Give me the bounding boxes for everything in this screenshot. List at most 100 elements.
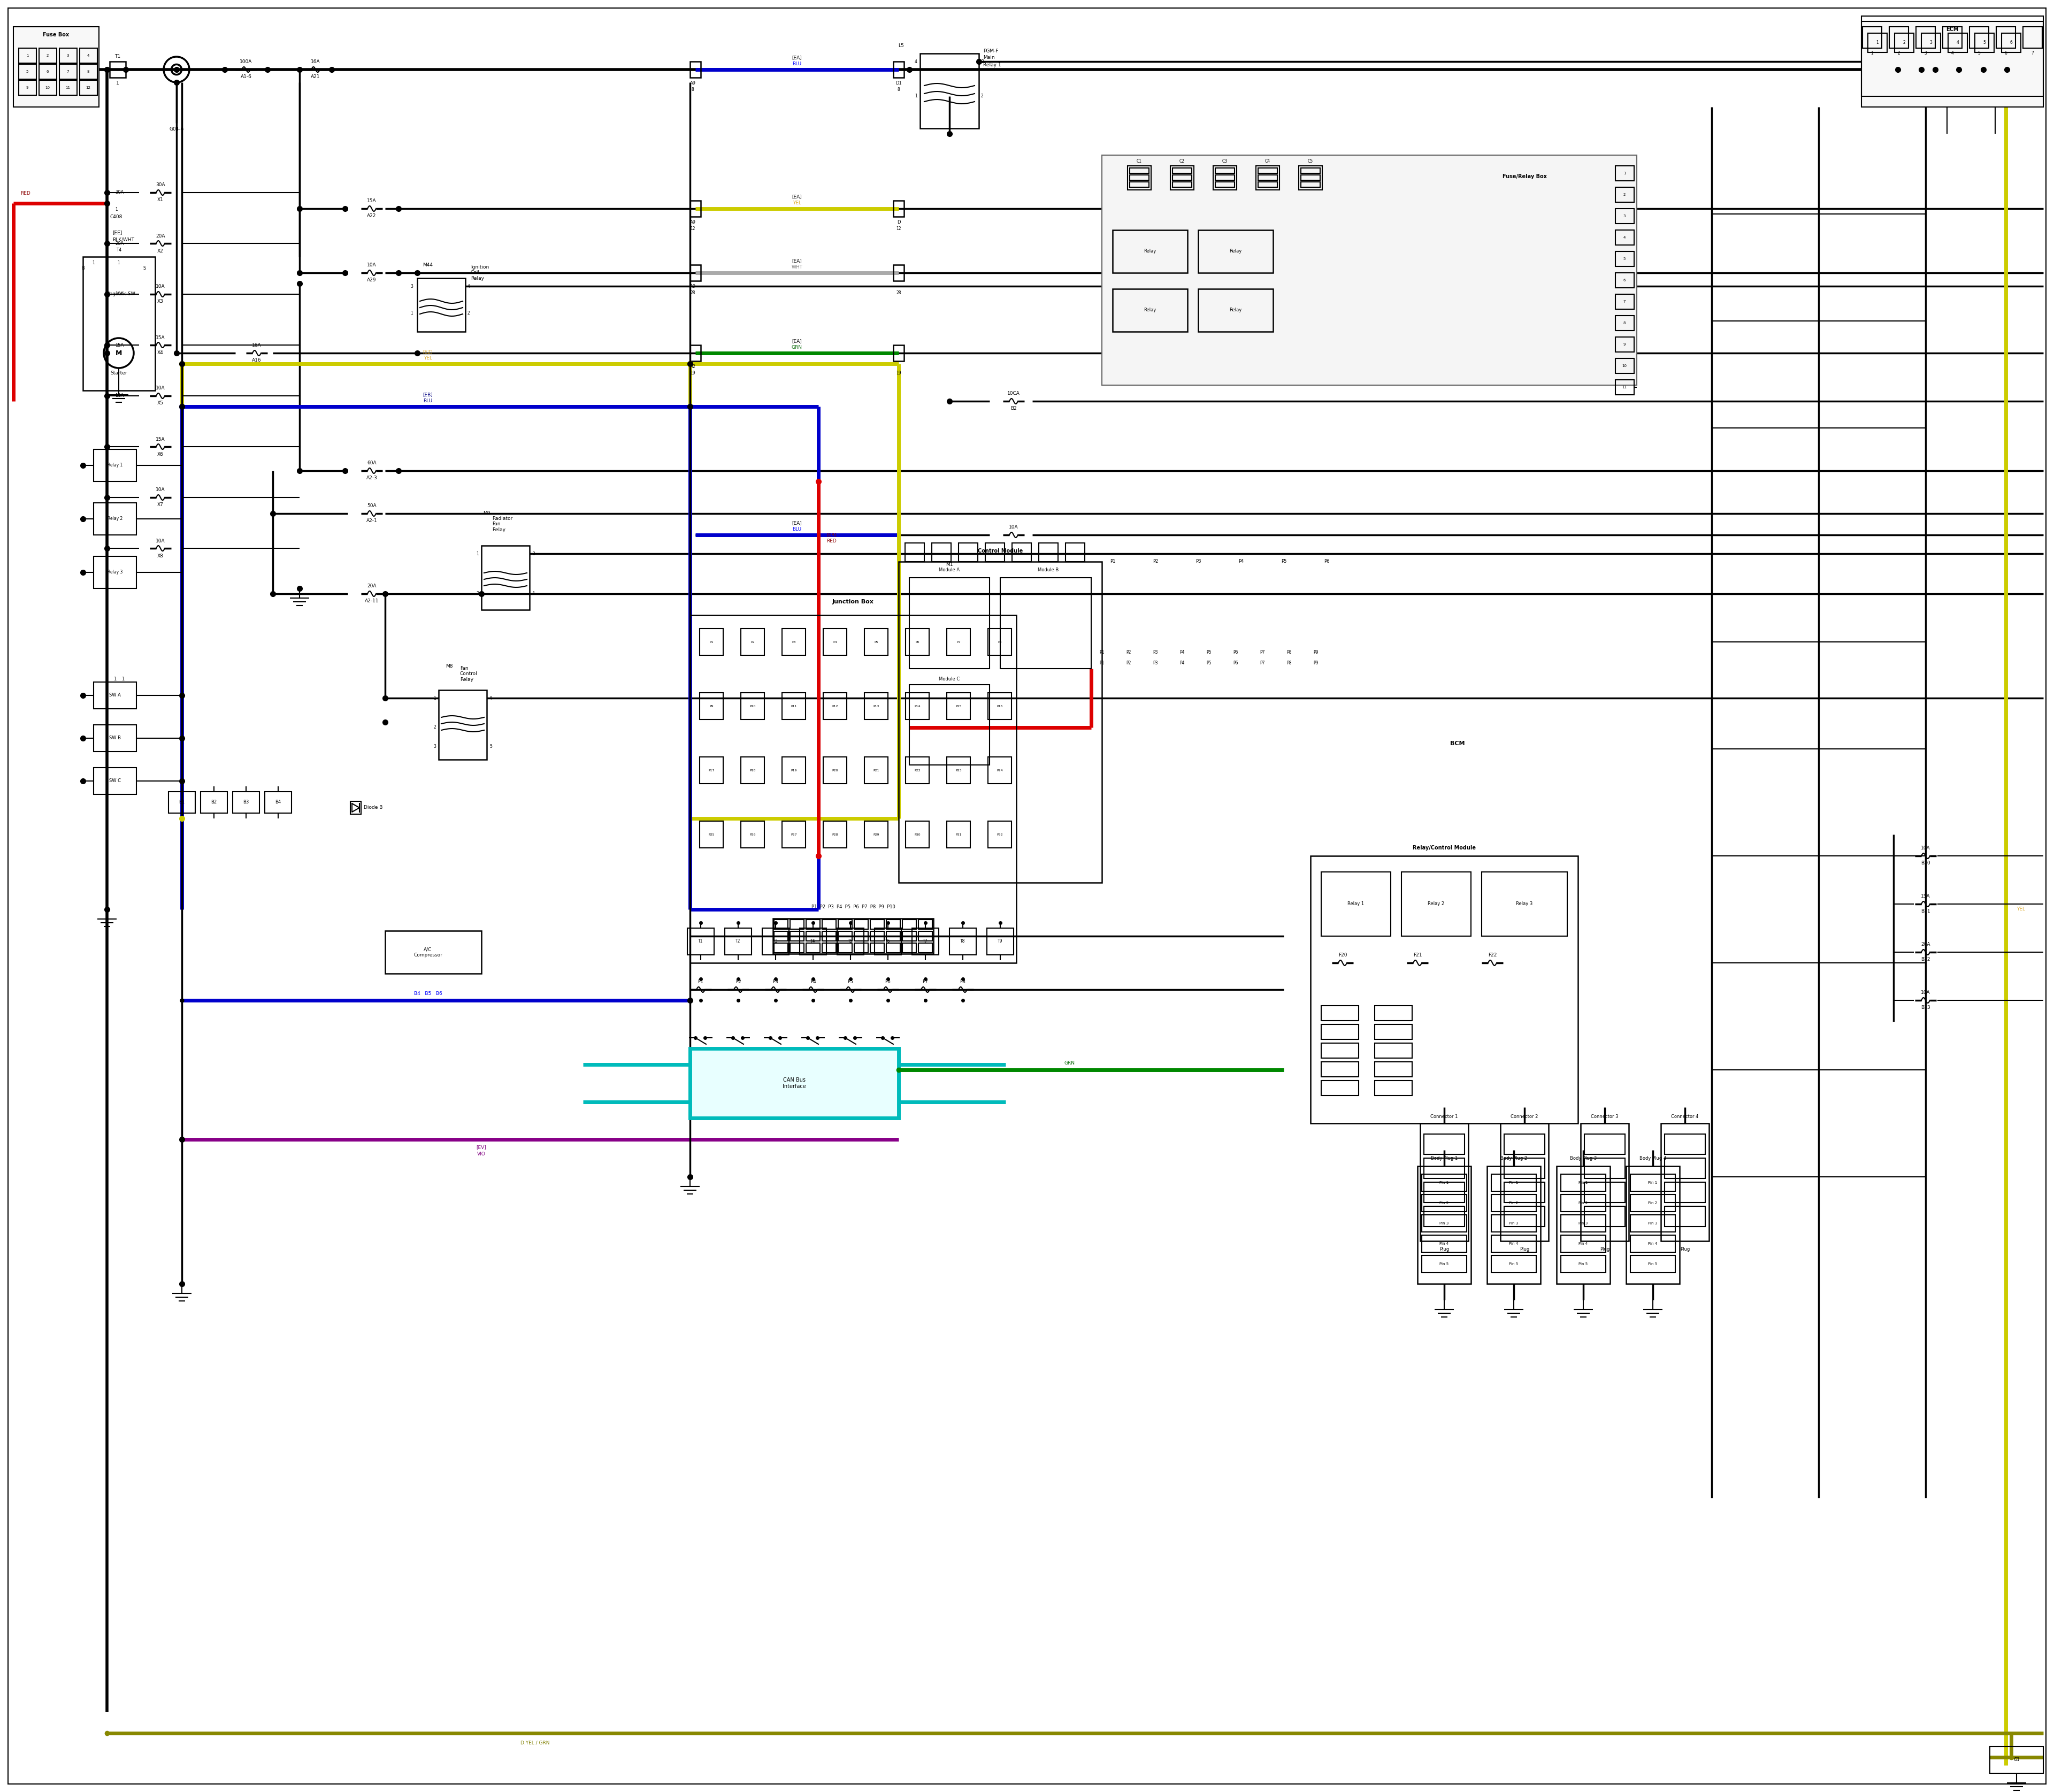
Bar xyxy=(1300,181,1321,186)
Text: Pin 5: Pin 5 xyxy=(1647,1262,1658,1265)
Text: Relay: Relay xyxy=(1144,249,1156,254)
Bar xyxy=(906,629,928,656)
Bar xyxy=(1173,176,1191,181)
Text: 11: 11 xyxy=(66,86,70,90)
Text: 28: 28 xyxy=(690,290,694,296)
Bar xyxy=(1417,1167,1471,1283)
Bar xyxy=(1066,543,1085,561)
Bar xyxy=(918,919,933,930)
Bar xyxy=(94,556,136,588)
Text: P3: P3 xyxy=(1152,661,1158,665)
Text: D: D xyxy=(898,220,900,226)
Bar xyxy=(933,543,951,561)
Text: 10A: 10A xyxy=(1920,846,1931,851)
Text: P24: P24 xyxy=(996,769,1002,772)
Text: (+): (+) xyxy=(25,79,33,84)
Bar xyxy=(1947,34,1968,52)
Text: Main: Main xyxy=(984,56,994,61)
Text: 6: 6 xyxy=(1623,280,1625,281)
Text: Pin 5: Pin 5 xyxy=(1580,1262,1588,1265)
Bar xyxy=(1130,168,1148,174)
Text: BLU: BLU xyxy=(423,400,433,403)
Text: A2-1: A2-1 xyxy=(366,518,378,523)
Text: P6: P6 xyxy=(1232,661,1239,665)
Text: T8: T8 xyxy=(961,939,965,944)
Text: Pin 1: Pin 1 xyxy=(1510,1181,1518,1185)
Text: Pin 4: Pin 4 xyxy=(1440,1242,1448,1245)
Bar xyxy=(1321,1063,1358,1077)
Text: A22: A22 xyxy=(368,213,376,219)
Bar xyxy=(1419,1124,1469,1242)
Text: P8: P8 xyxy=(1286,650,1292,656)
Text: P1  P2  P3  P4  P5  P6  P7  P8  P9  P10: P1 P2 P3 P4 P5 P6 P7 P8 P9 P10 xyxy=(811,905,896,909)
Bar xyxy=(690,61,700,77)
Text: 10: 10 xyxy=(45,86,49,90)
Bar xyxy=(887,932,900,941)
Text: SW A: SW A xyxy=(109,694,121,697)
Text: 3: 3 xyxy=(477,591,479,597)
Bar xyxy=(854,919,869,930)
Text: [E1]: [E1] xyxy=(78,56,88,61)
Text: B3: B3 xyxy=(242,799,249,805)
Bar xyxy=(906,756,928,783)
Bar xyxy=(741,821,764,848)
Bar xyxy=(893,346,904,360)
Bar xyxy=(1584,1134,1625,1154)
Text: F5: F5 xyxy=(848,980,852,984)
Bar xyxy=(1130,176,1148,181)
Text: P27: P27 xyxy=(791,833,797,835)
Bar xyxy=(986,543,1004,561)
Text: Fan
Control
Relay: Fan Control Relay xyxy=(460,667,477,683)
Bar xyxy=(854,932,869,941)
Bar xyxy=(1996,27,2015,48)
Bar xyxy=(1321,1043,1358,1057)
Bar xyxy=(1662,1124,1709,1242)
Bar xyxy=(902,943,916,953)
Text: 10A: 10A xyxy=(1920,991,1931,995)
Text: 5: 5 xyxy=(1978,52,1980,56)
Text: 1: 1 xyxy=(29,86,31,91)
Text: 3: 3 xyxy=(433,744,435,749)
Text: 5: 5 xyxy=(27,70,29,73)
Text: 16A: 16A xyxy=(310,59,320,65)
Text: 6: 6 xyxy=(47,70,49,73)
Text: 8: 8 xyxy=(898,88,900,91)
Text: T3: T3 xyxy=(772,939,778,944)
Bar xyxy=(18,81,37,95)
Text: 1: 1 xyxy=(914,93,918,99)
Bar xyxy=(887,919,900,930)
Bar xyxy=(1374,1081,1413,1095)
Bar xyxy=(1614,186,1635,202)
Text: 10A: 10A xyxy=(156,285,164,289)
Bar xyxy=(60,81,78,95)
Bar xyxy=(774,943,789,953)
Bar xyxy=(351,801,362,814)
Bar xyxy=(1300,168,1321,174)
Bar xyxy=(741,629,764,656)
Bar xyxy=(824,629,846,656)
Text: Body Plug 1: Body Plug 1 xyxy=(1432,1156,1458,1161)
Bar xyxy=(822,943,836,953)
Text: 12: 12 xyxy=(86,86,90,90)
Text: A29: A29 xyxy=(368,278,376,283)
Text: P4: P4 xyxy=(1179,650,1185,656)
Bar xyxy=(1000,577,1091,668)
Bar xyxy=(774,919,789,930)
Bar xyxy=(838,943,852,953)
Bar xyxy=(1920,34,1941,52)
Text: Pin 3: Pin 3 xyxy=(1580,1222,1588,1226)
Bar xyxy=(265,792,292,814)
Text: 10A: 10A xyxy=(156,487,164,493)
Bar xyxy=(1631,1174,1676,1192)
Text: F21: F21 xyxy=(1413,953,1421,957)
Text: X3: X3 xyxy=(158,299,164,305)
Text: D1: D1 xyxy=(896,81,902,86)
Bar xyxy=(1974,34,1994,52)
Bar xyxy=(94,724,136,751)
Text: G1: G1 xyxy=(2013,1758,2019,1762)
Bar xyxy=(1101,156,1637,385)
Bar xyxy=(1113,289,1187,332)
Bar xyxy=(82,256,156,391)
Text: 60A: 60A xyxy=(368,461,376,466)
Bar xyxy=(1310,857,1577,1124)
